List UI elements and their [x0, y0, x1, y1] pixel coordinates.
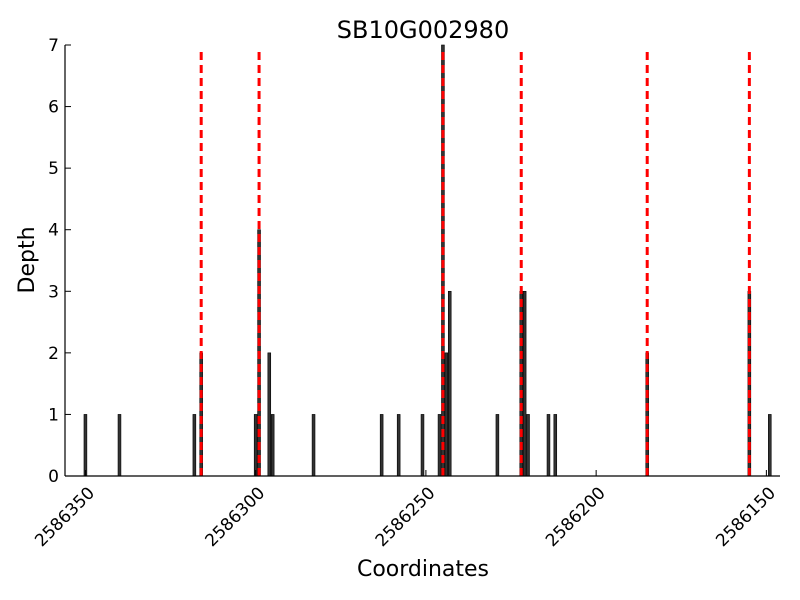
depth-bar: [253, 414, 258, 477]
y-tick-label: 5: [48, 159, 59, 179]
depth-bar: [444, 352, 449, 477]
y-tick-label: 1: [48, 405, 59, 425]
x-axis-label: Coordinates: [357, 557, 489, 582]
y-tick-label: 6: [48, 98, 59, 118]
depth-bar: [420, 414, 425, 477]
depth-bar: [192, 414, 197, 477]
x-tick-label: 2586250: [372, 483, 440, 551]
y-axis-label: Depth: [15, 226, 40, 293]
marker-lines-group: [199, 52, 751, 476]
depth-bar: [553, 414, 558, 477]
y-tick-label: 3: [48, 282, 59, 302]
depth-bar: [768, 414, 772, 477]
depth-bar: [437, 414, 442, 477]
depth-bar: [270, 414, 275, 477]
chart-title: SB10G002980: [337, 16, 509, 44]
depth-bar: [546, 414, 551, 477]
y-tick-label: 7: [48, 36, 59, 56]
y-ticks-group: 0 1 2 3 4 5 6 7: [48, 36, 71, 487]
x-tick-label: 2586350: [31, 483, 99, 551]
depth-bar: [522, 290, 527, 477]
depth-bar: [495, 414, 500, 477]
depth-bar: [396, 414, 401, 477]
depth-bar: [83, 414, 88, 477]
x-tick-label: 2586200: [542, 483, 610, 551]
x-tick-label: 2586150: [712, 483, 780, 551]
depth-bar: [526, 414, 530, 477]
depth-bar: [117, 414, 122, 477]
depth-bar: [379, 414, 384, 477]
depth-bar: [447, 290, 452, 477]
y-tick-label: 4: [48, 221, 59, 241]
depth-bar: [267, 352, 272, 477]
x-ticks-group: 2586350 2586300 2586250 2586200 2586150: [31, 470, 780, 551]
y-tick-label: 0: [48, 467, 59, 487]
depth-bar: [311, 414, 316, 477]
bars-group: [83, 44, 772, 477]
x-tick-label: 2586300: [202, 483, 270, 551]
y-tick-label: 2: [48, 344, 59, 364]
